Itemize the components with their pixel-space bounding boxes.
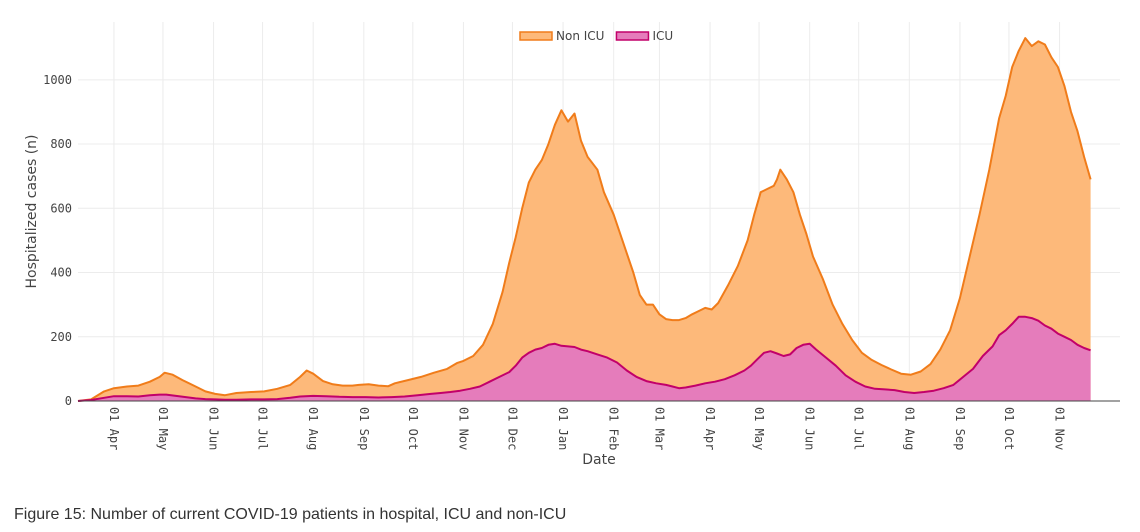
x-tick-label: 01 Apr [107, 407, 121, 450]
x-tick-label: 01 Mar [652, 407, 666, 450]
y-tick-label: 1000 [43, 73, 72, 87]
x-tick-label: 01 Aug [306, 407, 320, 450]
icu-area [78, 316, 1091, 401]
figure-caption: Figure 15: Number of current COVID-19 pa… [14, 506, 567, 523]
legend-swatch [519, 31, 553, 41]
x-tick-label: 01 Jan [556, 407, 570, 450]
legend-item-non-icu[interactable]: Non ICU [519, 29, 604, 43]
y-axis-ticks: 0 200 400 600 800 1000 [43, 73, 72, 408]
chart-areas [77, 37, 1092, 402]
y-tick-label: 400 [50, 266, 72, 280]
legend-label: Non ICU [556, 29, 604, 43]
legend-label: ICU [652, 29, 673, 43]
x-tick-label: 01 Feb [607, 407, 621, 450]
x-tick-label: 01 Jun [207, 407, 221, 450]
x-tick-label: 01 Nov [1053, 407, 1067, 450]
x-tick-label: 01 Jul [256, 407, 270, 450]
x-tick-label: 01 Apr [703, 407, 717, 450]
x-tick-label: 01 Dec [505, 407, 519, 450]
y-tick-label: 0 [65, 394, 72, 408]
legend-item-icu[interactable]: ICU [615, 29, 673, 43]
x-tick-label: 01 May [752, 407, 766, 450]
x-tick-label: 01 Nov [456, 407, 470, 450]
legend-swatch [615, 31, 650, 41]
y-tick-label: 600 [50, 201, 72, 215]
x-tick-label: 01 Aug [902, 407, 916, 450]
icu-line [77, 315, 1091, 402]
x-tick-label: 01 Jul [852, 407, 866, 450]
x-axis-ticks: 01 Apr 01 May 01 Jun 01 Jul 01 Aug 01 Sep 01 O… [107, 407, 1067, 450]
x-tick-label: 01 May [156, 407, 170, 450]
x-tick-label: 01 Sep [953, 407, 967, 450]
x-tick-label: 01 Oct [406, 407, 420, 450]
y-axis-title: Hospitalized cases (n) [24, 134, 40, 288]
x-tick-label: 01 Jun [803, 407, 817, 450]
chart-legend[interactable]: Non ICU ICU [519, 29, 673, 43]
y-tick-label: 200 [50, 330, 72, 344]
non-icu-line [77, 37, 1092, 402]
y-tick-label: 800 [50, 137, 72, 151]
x-tick-label: 01 Oct [1002, 407, 1016, 450]
x-tick-label: 01 Sep [357, 407, 371, 450]
non-icu-area [78, 38, 1091, 401]
x-axis-title: Date [582, 452, 615, 468]
hospitalization-chart: 0 200 400 600 800 1000 01 Apr 01 May 01 Jun 01 J… [24, 22, 1120, 468]
